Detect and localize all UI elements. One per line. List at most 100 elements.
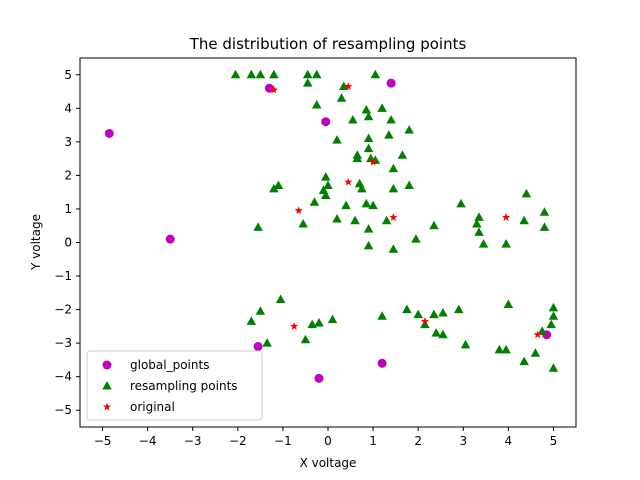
- axis-ticks: −5 −4 −3 −2 −1 0 1 2 3 4 5 −5 −4 −3 −2 −1 0 1 2 3 4 5: [54, 68, 557, 448]
- legend-marker: [102, 360, 112, 370]
- data-point: [363, 111, 374, 121]
- data-point: [363, 133, 374, 143]
- data-point: [253, 222, 263, 231]
- data-point: [230, 69, 241, 79]
- data-point: [348, 115, 358, 124]
- data-point: [388, 183, 399, 193]
- y-tick-label: −1: [54, 269, 72, 283]
- data-point: [311, 69, 322, 79]
- y-tick-label: −5: [54, 403, 72, 417]
- legend-label: original: [130, 400, 175, 414]
- y-tick-label: −3: [54, 336, 72, 350]
- y-tick-label: −4: [54, 370, 72, 384]
- x-tick-label: 1: [369, 434, 377, 448]
- x-tick-label: 5: [550, 434, 558, 448]
- data-point: [519, 356, 529, 366]
- data-point: [411, 234, 421, 243]
- data-point: [361, 198, 372, 208]
- data-point: [377, 103, 387, 112]
- data-point: [474, 212, 484, 221]
- x-tick-label: 4: [505, 434, 513, 448]
- data-point: [478, 239, 489, 248]
- data-point: [320, 190, 331, 200]
- data-point: [386, 78, 396, 88]
- y-tick-label: 1: [64, 202, 72, 216]
- data-point: [255, 69, 266, 79]
- data-point: [290, 322, 299, 330]
- data-point: [548, 302, 559, 312]
- data-point: [369, 157, 378, 166]
- chart-title: The distribution of resampling points: [189, 35, 467, 53]
- data-point: [354, 178, 365, 188]
- data-point: [327, 314, 338, 324]
- data-point: [533, 330, 542, 339]
- data-point: [548, 311, 559, 320]
- data-point: [300, 334, 311, 344]
- data-point: [397, 150, 408, 159]
- data-point: [336, 93, 347, 102]
- data-point: [314, 373, 324, 383]
- y-tick-label: 2: [64, 168, 72, 182]
- legend: global_points resampling points original: [86, 350, 263, 421]
- data-point: [377, 311, 387, 320]
- data-point: [361, 104, 372, 114]
- data-point: [377, 358, 387, 368]
- data-point: [321, 117, 331, 127]
- data-point: [253, 341, 263, 351]
- data-point: [344, 177, 353, 186]
- data-point: [389, 213, 398, 221]
- data-point: [350, 215, 360, 225]
- data-point: [501, 344, 511, 354]
- data-point: [370, 69, 381, 79]
- data-point: [363, 240, 374, 250]
- data-point: [429, 220, 439, 230]
- data-point: [339, 81, 349, 91]
- data-point: [294, 206, 303, 215]
- data-point: [474, 227, 484, 236]
- data-point: [539, 222, 550, 231]
- data-point: [438, 329, 448, 339]
- y-tick-label: −2: [54, 303, 72, 317]
- x-tick-label: −1: [274, 434, 292, 448]
- legend-marker: [102, 402, 112, 411]
- data-point: [368, 200, 378, 210]
- data-point: [344, 82, 353, 90]
- data-point: [381, 215, 392, 225]
- data-point: [404, 180, 414, 189]
- data-point: [519, 215, 529, 225]
- data-point: [269, 85, 278, 94]
- data-point: [357, 183, 367, 193]
- data-point: [363, 143, 374, 153]
- x-tick-label: −5: [94, 434, 112, 448]
- data-point: [539, 207, 550, 216]
- data-point: [402, 304, 412, 314]
- plot-area: [104, 69, 559, 383]
- series-resampling-points: [230, 69, 559, 372]
- data-point: [269, 183, 279, 193]
- legend-label: global_points: [130, 358, 209, 372]
- y-axis-label: Y voltage: [29, 214, 43, 271]
- x-tick-label: 3: [459, 434, 467, 448]
- series-original: [269, 82, 542, 339]
- data-point: [104, 128, 114, 138]
- y-tick-label: 0: [64, 236, 72, 250]
- data-point: [298, 219, 308, 228]
- data-point: [456, 198, 466, 208]
- data-point: [352, 153, 363, 163]
- data-point: [548, 363, 559, 372]
- data-point: [246, 69, 257, 79]
- data-point: [537, 326, 547, 335]
- data-point: [386, 115, 396, 124]
- data-point: [311, 99, 322, 109]
- data-point: [454, 304, 464, 314]
- data-point: [494, 344, 505, 354]
- data-point: [429, 309, 439, 319]
- data-point: [388, 244, 399, 253]
- data-point: [384, 130, 394, 139]
- data-point: [413, 309, 423, 319]
- data-point: [273, 180, 284, 189]
- data-point: [262, 338, 272, 347]
- data-point: [264, 83, 274, 93]
- data-point: [501, 239, 511, 248]
